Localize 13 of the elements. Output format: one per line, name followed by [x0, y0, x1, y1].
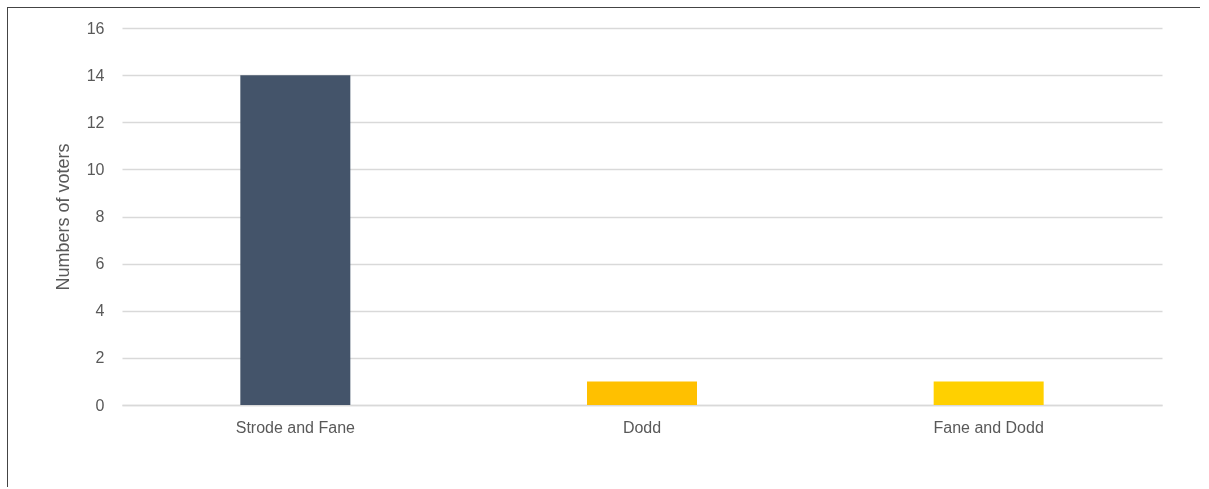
- y-axis-title: Numbers of voters: [52, 143, 73, 291]
- y-tick-label: 4: [95, 302, 105, 320]
- y-tick-label: 14: [86, 66, 105, 84]
- y-tick-label: 8: [95, 208, 105, 225]
- y-tick-label: 2: [95, 349, 105, 367]
- y-tick-label: 0: [95, 396, 105, 414]
- x-tick-label: Strode and Fane: [235, 418, 356, 436]
- y-tick-label: 6: [95, 255, 105, 273]
- x-tick-label: Dodd: [622, 418, 662, 436]
- y-tick-label: 10: [86, 160, 105, 178]
- x-tick-label: Fane and Dodd: [933, 418, 1044, 436]
- y-tick-label: 16: [86, 19, 105, 37]
- y-tick-label: 12: [86, 113, 105, 131]
